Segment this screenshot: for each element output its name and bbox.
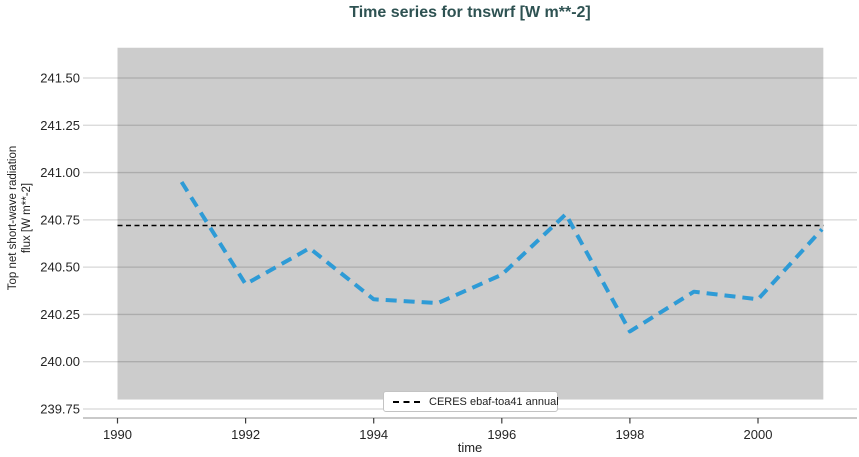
x-tick-label: 1990 <box>103 427 132 442</box>
x-axis-label: time <box>457 440 483 455</box>
y-tick-label: 241.25 <box>40 118 80 133</box>
y-tick-label: 239.75 <box>40 401 80 416</box>
tnswrf-series-line <box>179 180 824 334</box>
y-tick-label: 240.50 <box>40 260 80 275</box>
x-tick-label: 1998 <box>615 427 644 442</box>
dashed-line-icon <box>393 400 420 403</box>
y-tick-label: 241.00 <box>40 165 80 180</box>
x-tick-label: 2000 <box>744 427 773 442</box>
y-tick-label: 240.25 <box>40 307 80 322</box>
shaded-band <box>117 47 824 400</box>
y-tick-label: 240.75 <box>40 212 80 227</box>
legend: CERES ebaf-toa41 annual <box>383 391 559 412</box>
legend-label: CERES ebaf-toa41 annual <box>429 395 559 408</box>
x-tick-label: 1994 <box>359 427 388 442</box>
y-tick-label: 240.00 <box>40 354 80 369</box>
x-tick-label: 1992 <box>231 427 260 442</box>
y-tick-label: 241.50 <box>40 71 80 86</box>
chart-title: Time series for tnswrf [W m**-2] <box>349 4 591 21</box>
x-tick-label: 1996 <box>487 427 516 442</box>
